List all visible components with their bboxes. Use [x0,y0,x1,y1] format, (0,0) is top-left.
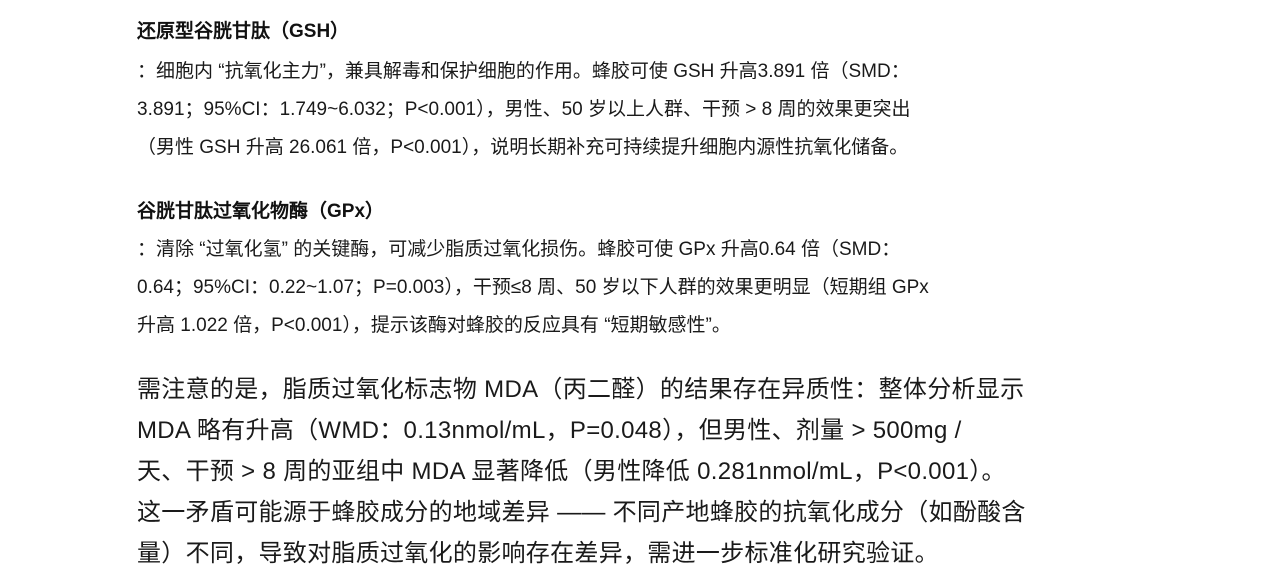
text-line: 3.891；95%CI：1.749~6.032；P<0.001），男性、50 岁… [137,99,911,120]
text-line: （男性 GSH 升高 26.061 倍，P<0.001），说明长期补充可持续提升… [137,137,909,158]
text-line: 0.64；95%CI：0.22~1.07；P=0.003），干预≤8 周、50 … [137,277,929,298]
section-heading: 还原型谷胱甘肽（GSH） [137,21,350,42]
text-line: MDA 略有升高（WMD：0.13nmol/mL，P=0.048），但男性、剂量… [137,417,962,444]
text-line: 量）不同，导致对脂质过氧化的影响存在差异，需进一步标准化研究验证。 [137,540,939,567]
text-line: 升高 1.022 倍，P<0.001），提示该酶对蜂胶的反应具有 “短期敏感性”… [137,315,731,336]
section-heading: 谷胱甘肽过氧化物酶（GPx） [137,201,385,222]
text-line: 需注意的是，脂质过氧化标志物 MDA（丙二醛）的结果存在异质性：整体分析显示 [137,376,1025,403]
text-line: 天、干预 > 8 周的亚组中 MDA 显著降低（男性降低 0.281nmol/m… [137,458,1006,485]
text-line: ：清除 “过氧化氢” 的关键酶，可减少脂质过氧化损伤。蜂胶可使 GPx 升高0.… [137,239,901,260]
text-line: 这一矛盾可能源于蜂胶成分的地域差异 —— 不同产地蜂胶的抗氧化成分（如酚酸含 [137,499,1026,526]
text-line: ：细胞内 “抗氧化主力”，兼具解毒和保护细胞的作用。蜂胶可使 GSH 升高3.8… [137,61,910,82]
